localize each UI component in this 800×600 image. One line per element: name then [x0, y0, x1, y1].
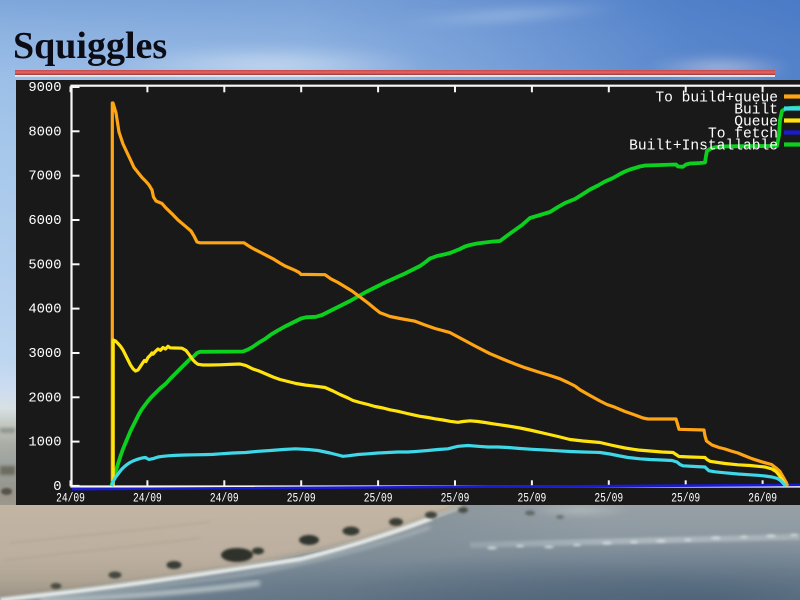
- svg-text:Built: Built: [734, 102, 778, 118]
- svg-text:Queue: Queue: [734, 114, 778, 130]
- svg-text:24/09: 24/09: [133, 491, 162, 506]
- svg-text:25/09: 25/09: [594, 491, 623, 506]
- svg-text:6000: 6000: [28, 214, 61, 229]
- svg-text:25/09: 25/09: [441, 491, 470, 506]
- svg-text:24/09: 24/09: [210, 491, 239, 506]
- svg-text:To fetch: To fetch: [708, 126, 778, 142]
- svg-text:Built+Installable: Built+Installable: [629, 138, 778, 154]
- svg-text:0: 0: [53, 480, 61, 495]
- svg-text:2000: 2000: [28, 391, 61, 406]
- svg-text:8000: 8000: [28, 125, 61, 140]
- svg-text:24/09: 24/09: [56, 491, 85, 506]
- svg-text:26/09: 26/09: [748, 491, 777, 506]
- svg-text:To build+queue: To build+queue: [655, 90, 778, 106]
- svg-text:25/09: 25/09: [518, 491, 547, 506]
- svg-text:7000: 7000: [28, 170, 61, 185]
- svg-text:25/09: 25/09: [671, 491, 700, 506]
- svg-text:4000: 4000: [28, 303, 61, 318]
- svg-text:1000: 1000: [28, 436, 61, 451]
- svg-text:9000: 9000: [28, 81, 61, 96]
- svg-text:25/09: 25/09: [364, 491, 393, 506]
- svg-text:5000: 5000: [28, 258, 61, 273]
- svg-text:3000: 3000: [28, 347, 61, 362]
- svg-text:25/09: 25/09: [287, 491, 316, 506]
